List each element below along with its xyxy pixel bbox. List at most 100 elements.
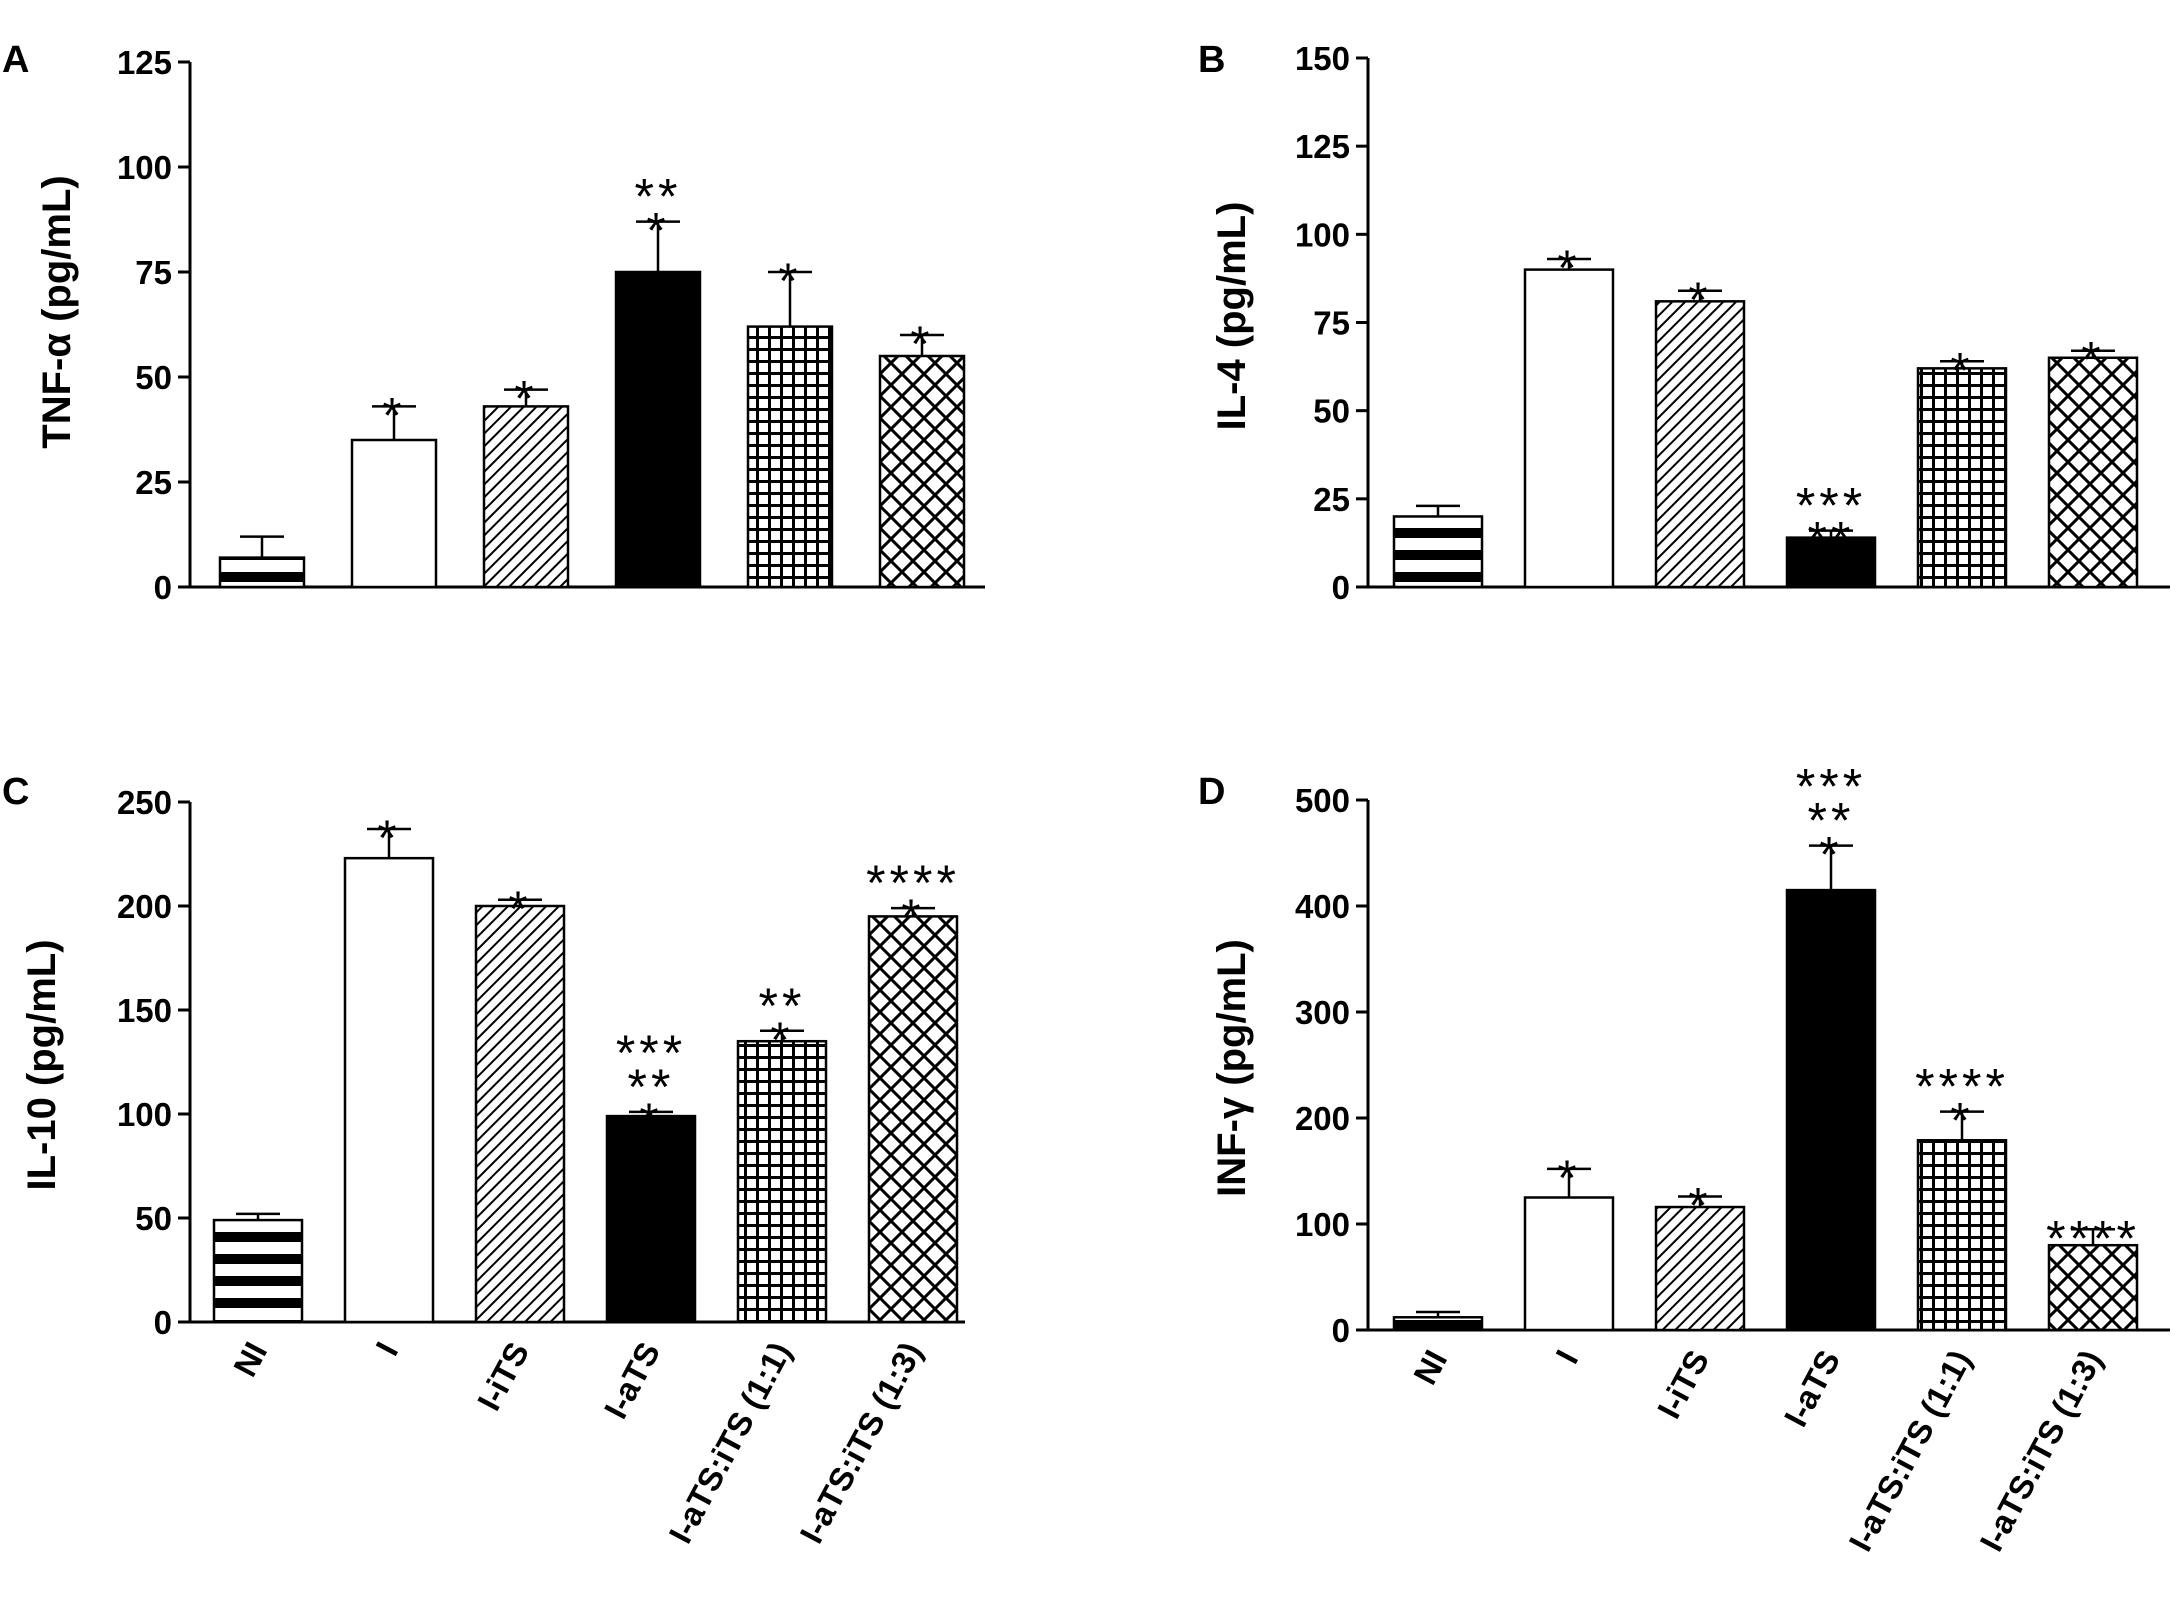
bar: [343, 856, 435, 1324]
bar: [1654, 300, 1746, 589]
y-tick-label: 0: [154, 1304, 172, 1341]
bar: [474, 904, 566, 1324]
significance-mark: *: [770, 1012, 793, 1068]
y-tick-label: 50: [1313, 393, 1350, 430]
bar: [736, 1039, 828, 1324]
significance-mark: **: [1808, 512, 1855, 568]
y-tick-label: 0: [1332, 1312, 1350, 1349]
significance-mark: **: [635, 169, 682, 225]
panel-c: C IL-10 (pg/mL) 0 50 100 150 200 250 NI * I * I-iT…: [2, 771, 965, 1549]
significance-mark: *: [1819, 827, 1842, 883]
significance-mark: ***: [1796, 478, 1866, 534]
significance-mark: ***: [616, 1025, 686, 1081]
significance-mark: ***: [1796, 759, 1866, 815]
y-tick-label: 250: [117, 784, 172, 821]
significance-mark: *: [1950, 1093, 1973, 1149]
y-tick-label: 100: [1295, 216, 1350, 253]
significance-mark: *: [1557, 240, 1580, 296]
bar: [867, 915, 959, 1324]
significance-mark: ****: [1915, 1059, 2009, 1115]
category-label: I-iTS: [1650, 1344, 1716, 1425]
bar: [2047, 356, 2139, 589]
bar: [1392, 1316, 1484, 1332]
bar: [1523, 268, 1615, 589]
chart-marks: 0100200300400500NI*I*I-iTS******I-aTS***…: [1295, 759, 2170, 1557]
category-label: I-aTS: [1777, 1344, 1848, 1433]
y-tick-label: 125: [117, 44, 172, 81]
category-label: I-iTS: [470, 1336, 536, 1417]
significance-mark: *: [1557, 1150, 1580, 1206]
panel-d: D INF-γ (pg/mL) 0 100 200 300 400 500 NI * I * I-i…: [1198, 759, 2170, 1557]
y-tick-label: 300: [1295, 994, 1350, 1031]
category-label: I: [368, 1336, 405, 1361]
bar: [878, 354, 966, 589]
y-axis-title: INF-γ (pg/mL): [1210, 939, 1254, 1197]
y-axis-title: IL-4 (pg/mL): [1210, 202, 1254, 431]
significance-mark: *: [646, 203, 669, 259]
y-tick-label: 50: [135, 359, 172, 396]
y-tick-label: 400: [1295, 888, 1350, 925]
bar: [2047, 1243, 2139, 1332]
y-tick-label: 125: [1295, 128, 1350, 165]
significance-mark: *: [1688, 1177, 1711, 1233]
bar: [482, 405, 570, 589]
significance-mark: *: [382, 387, 405, 443]
bar: [1523, 1196, 1615, 1332]
y-tick-label: 100: [117, 1096, 172, 1133]
category-label: NI: [1406, 1344, 1454, 1391]
significance-mark: ****: [866, 855, 960, 911]
category-label: I-aTS:iTS (1:1): [1841, 1344, 1978, 1557]
significance-mark: *: [639, 1093, 662, 1149]
bar: [746, 325, 834, 589]
y-tick-label: 25: [135, 464, 172, 501]
bar: [212, 1218, 304, 1324]
significance-mark: *: [1688, 272, 1711, 328]
panel-letter: B: [1198, 39, 1225, 81]
bar: [1785, 536, 1877, 589]
chart-marks: 050100150200250NI*I*I-iTS******I-aTS***I…: [117, 784, 965, 1549]
y-tick-label: 25: [1313, 481, 1350, 518]
significance-mark: **: [1808, 793, 1855, 849]
category-label: I-aTS:iTS (1:3): [792, 1336, 929, 1549]
y-tick-label: 0: [154, 569, 172, 606]
significance-mark: ****: [2046, 1210, 2140, 1266]
y-tick-label: 100: [117, 149, 172, 186]
significance-mark: *: [2081, 332, 2104, 388]
category-label: I-aTS:iTS (1:1): [661, 1336, 798, 1549]
y-axis-title: TNF-α (pg/mL): [35, 175, 79, 448]
bar: [218, 556, 306, 589]
category-label: I: [1548, 1344, 1585, 1369]
y-tick-label: 100: [1295, 1206, 1350, 1243]
significance-mark: *: [1950, 342, 1973, 398]
bar: [605, 1114, 697, 1324]
y-tick-label: 150: [117, 992, 172, 1029]
significance-mark: **: [759, 978, 806, 1034]
panel-letter: C: [2, 771, 29, 813]
significance-mark: **: [628, 1059, 675, 1115]
y-tick-label: 200: [1295, 1100, 1350, 1137]
y-tick-label: 75: [135, 254, 172, 291]
category-label: I-aTS: [597, 1336, 668, 1425]
bar: [1392, 515, 1484, 589]
bar: [614, 270, 702, 589]
bar: [350, 438, 438, 589]
y-tick-label: 0: [1332, 569, 1350, 606]
y-tick-label: 75: [1313, 305, 1350, 342]
panel-letter: D: [1198, 771, 1225, 813]
bar: [1916, 367, 2008, 589]
y-tick-label: 50: [135, 1200, 172, 1237]
significance-mark: *: [910, 316, 933, 372]
y-tick-label: 150: [1295, 40, 1350, 77]
category-label: NI: [226, 1336, 274, 1383]
significance-mark: *: [514, 371, 537, 427]
significance-mark: *: [508, 881, 531, 937]
y-axis-title: IL-10 (pg/mL): [20, 939, 64, 1190]
category-label: I-aTS:iTS (1:3): [1972, 1344, 2109, 1557]
bar: [1785, 888, 1877, 1332]
significance-mark: *: [901, 889, 924, 945]
